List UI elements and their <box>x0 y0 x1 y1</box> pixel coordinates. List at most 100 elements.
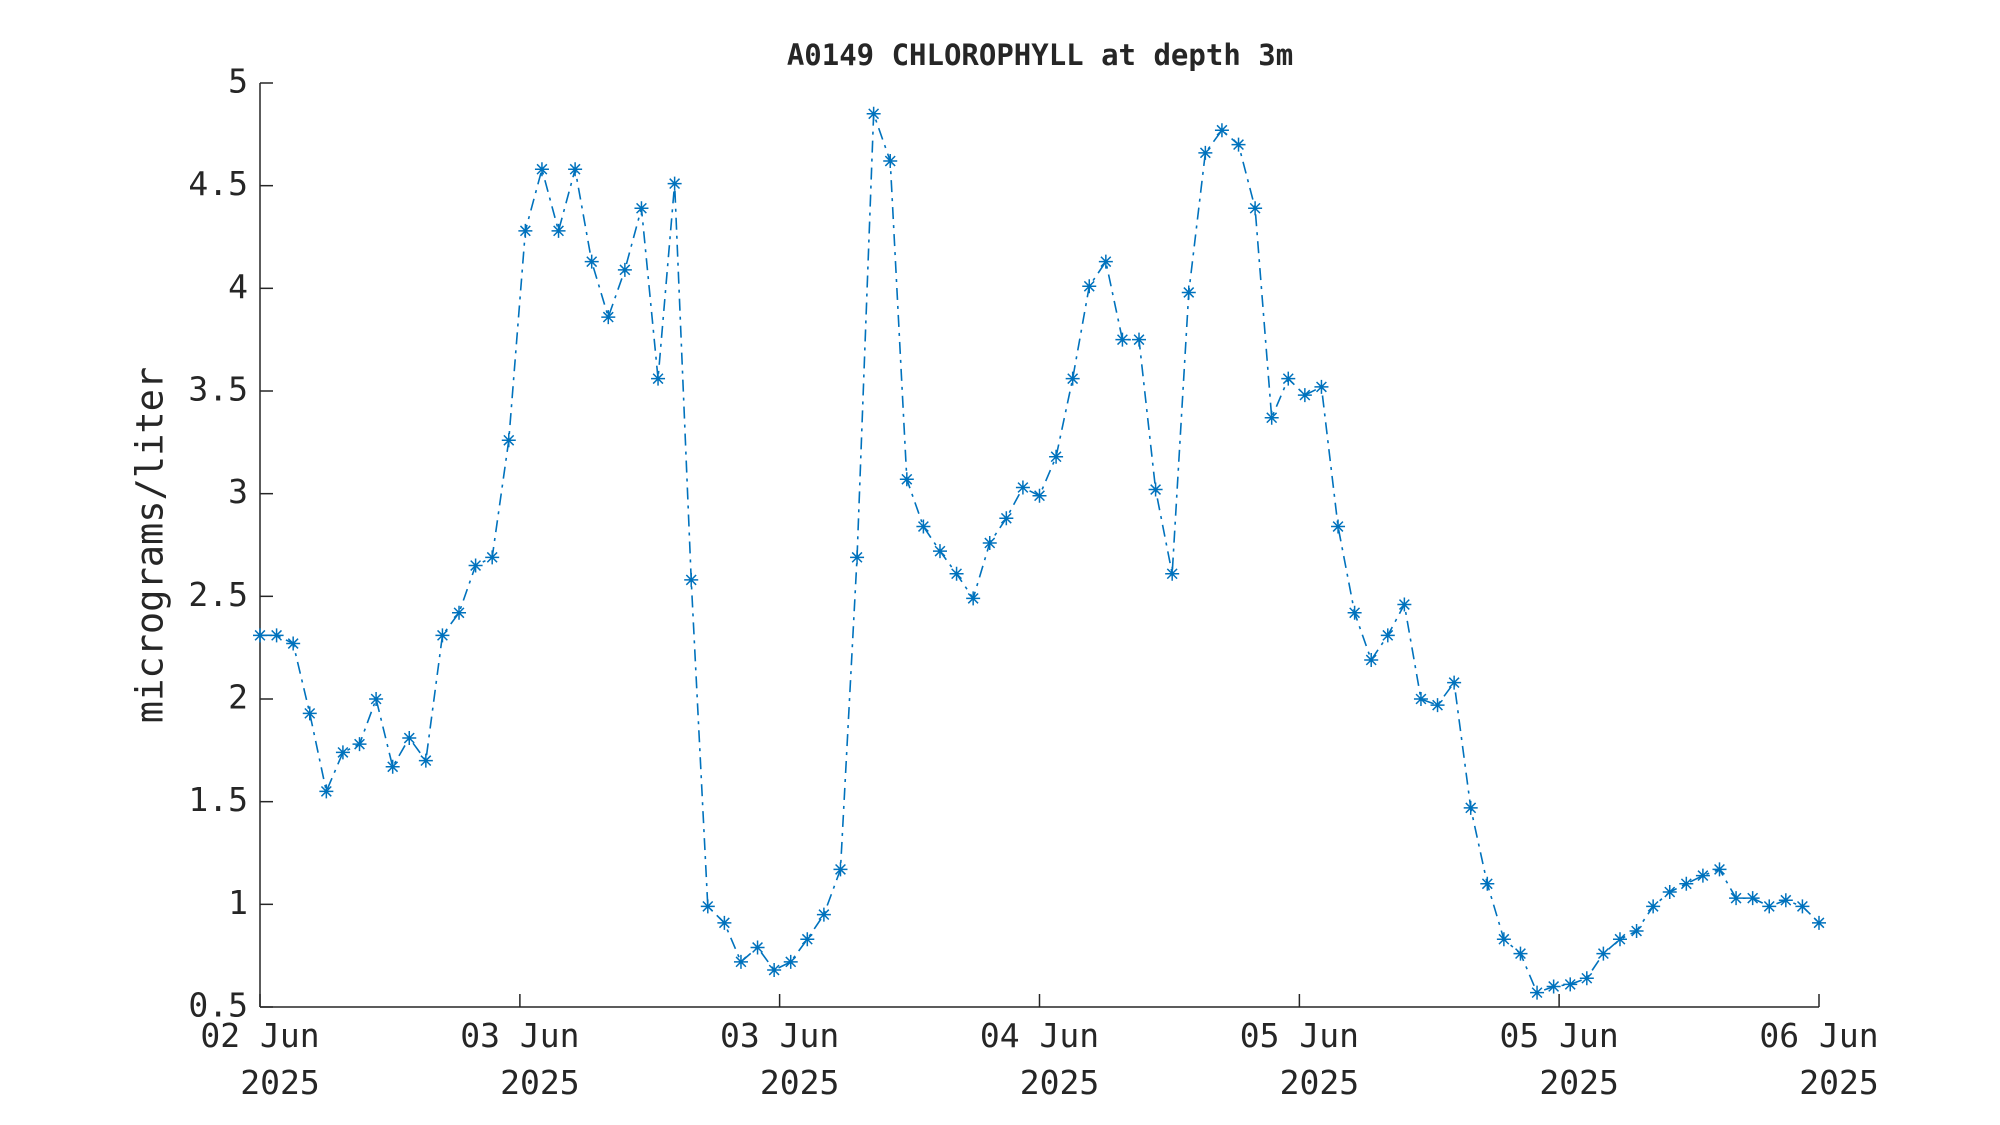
data-marker <box>1380 628 1395 643</box>
data-marker <box>518 223 533 238</box>
data-marker <box>418 753 433 768</box>
x-tick-label: 02 Jun 2025 <box>200 1016 319 1102</box>
data-marker <box>385 759 400 774</box>
data-marker <box>1496 932 1511 947</box>
data-marker <box>783 954 798 969</box>
data-marker <box>617 262 632 277</box>
data-marker <box>1530 985 1545 1000</box>
data-marker <box>1281 371 1296 386</box>
data-marker <box>1198 145 1213 160</box>
data-marker <box>269 628 284 643</box>
data-marker <box>700 899 715 914</box>
x-tick-label-line: 2025 <box>1799 1063 1878 1102</box>
x-tick-label-line: 2025 <box>1020 1063 1099 1102</box>
data-marker <box>435 628 450 643</box>
x-tick-label-line: 2025 <box>500 1063 579 1102</box>
x-tick-label-line: 02 Jun <box>200 1016 319 1055</box>
data-marker <box>584 254 599 269</box>
y-tick-label: 1.5 <box>188 780 248 819</box>
data-marker <box>568 162 583 177</box>
data-marker <box>1795 899 1810 914</box>
data-marker <box>335 745 350 760</box>
x-tick-label-line: 05 Jun <box>1240 1016 1359 1055</box>
x-tick-label: 04 Jun 2025 <box>980 1016 1099 1102</box>
y-tick-label: 1 <box>228 883 248 922</box>
x-tick-label: 03 Jun 2025 <box>460 1016 579 1102</box>
data-marker <box>319 784 334 799</box>
data-marker <box>1778 893 1793 908</box>
data-marker <box>1612 932 1627 947</box>
data-marker <box>352 737 367 752</box>
x-tick-label: 05 Jun 2025 <box>1500 1016 1619 1102</box>
data-marker <box>1331 519 1346 534</box>
data-marker <box>1463 800 1478 815</box>
data-marker <box>1148 482 1163 497</box>
data-marker <box>1546 979 1561 994</box>
data-marker <box>1032 488 1047 503</box>
data-marker <box>800 932 815 947</box>
data-marker <box>1712 862 1727 877</box>
y-tick-label: 4 <box>228 267 248 306</box>
data-marker <box>1480 876 1495 891</box>
data-marker <box>1662 885 1677 900</box>
data-marker <box>1646 899 1661 914</box>
data-marker <box>485 550 500 565</box>
data-marker <box>286 636 301 651</box>
data-marker <box>1248 201 1263 216</box>
data-marker <box>1297 388 1312 403</box>
data-marker <box>1181 285 1196 300</box>
data-marker <box>916 519 931 534</box>
data-marker <box>1082 279 1097 294</box>
y-tick-label: 0.5 <box>188 986 248 1025</box>
data-marker <box>883 154 898 169</box>
data-marker <box>667 176 682 191</box>
data-marker <box>999 511 1014 526</box>
x-tick-label-line: 03 Jun <box>460 1016 579 1055</box>
x-tick-label: 05 Jun 2025 <box>1240 1016 1359 1102</box>
data-marker <box>1165 566 1180 581</box>
data-marker <box>850 550 865 565</box>
data-marker <box>866 106 881 121</box>
data-marker <box>402 731 417 746</box>
data-marker <box>1447 675 1462 690</box>
data-marker <box>1679 876 1694 891</box>
data-marker <box>949 566 964 581</box>
data-marker <box>767 963 782 978</box>
data-marker <box>1264 410 1279 425</box>
data-marker <box>452 605 467 620</box>
y-tick-label: 2.5 <box>188 575 248 614</box>
x-tick-label-line: 2025 <box>240 1063 319 1102</box>
data-marker <box>717 915 732 930</box>
x-tick-label-line: 2025 <box>760 1063 839 1102</box>
data-marker <box>1231 137 1246 152</box>
data-marker <box>1049 449 1064 464</box>
data-marker <box>982 535 997 550</box>
data-marker <box>966 591 981 606</box>
data-marker <box>816 907 831 922</box>
x-tick-label-line: 2025 <box>1280 1063 1359 1102</box>
y-axis-label: micrograms/liter <box>129 367 172 723</box>
data-marker <box>932 544 947 559</box>
data-marker <box>1695 868 1710 883</box>
data-marker <box>1513 946 1528 961</box>
y-tick-label: 4.5 <box>188 164 248 203</box>
data-marker <box>1347 605 1362 620</box>
data-marker <box>1132 332 1147 347</box>
data-marker <box>651 371 666 386</box>
data-marker <box>468 558 483 573</box>
data-marker <box>369 692 384 706</box>
data-marker <box>1065 371 1080 386</box>
data-marker <box>733 954 748 969</box>
x-tick-label: 03 Jun 2025 <box>720 1016 839 1102</box>
data-marker <box>1015 480 1030 495</box>
data-marker <box>1729 891 1744 906</box>
x-tick-label-line: 2025 <box>1539 1063 1618 1102</box>
x-tick-label-line: 06 Jun <box>1759 1016 1878 1055</box>
data-marker <box>601 310 616 325</box>
data-marker <box>551 223 566 238</box>
y-tick-label: 3 <box>228 472 248 511</box>
data-marker <box>750 940 765 955</box>
data-marker <box>634 201 649 216</box>
data-marker <box>1364 652 1379 667</box>
